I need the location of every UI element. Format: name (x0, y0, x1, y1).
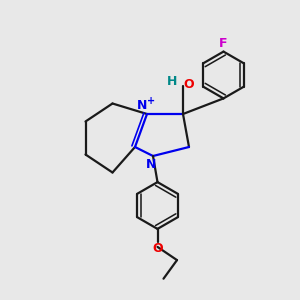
Text: N: N (136, 99, 147, 112)
Text: O: O (183, 77, 194, 91)
Text: O: O (152, 242, 163, 255)
Text: H: H (167, 75, 177, 88)
Text: N: N (146, 158, 157, 171)
Text: F: F (219, 37, 228, 50)
Text: +: + (146, 96, 155, 106)
